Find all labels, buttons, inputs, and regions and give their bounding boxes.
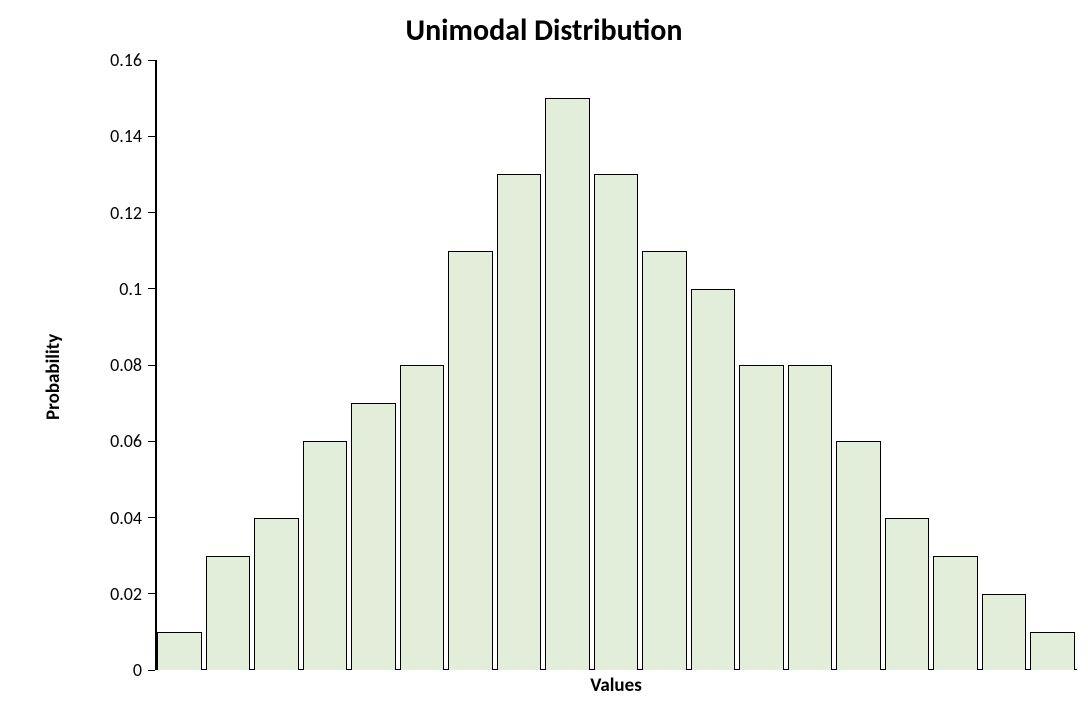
x-axis-label: Values — [155, 674, 1077, 697]
y-tick-label: 0.16 — [72, 49, 142, 71]
y-axis-line — [155, 60, 157, 670]
histogram-bar — [691, 289, 736, 670]
histogram-bar — [254, 518, 299, 671]
y-tick — [148, 670, 155, 671]
y-tick — [148, 288, 155, 289]
histogram-bar — [788, 365, 833, 670]
chart-title: Unimodal Distribution — [0, 12, 1088, 49]
y-tick — [148, 136, 155, 137]
chart-container: Unimodal Distribution Probability 00.020… — [0, 0, 1088, 728]
histogram-bar — [157, 632, 202, 670]
histogram-bar — [400, 365, 445, 670]
y-tick — [148, 517, 155, 518]
histogram-bar — [594, 174, 639, 670]
histogram-bar — [448, 251, 493, 670]
histogram-bar — [351, 403, 396, 670]
y-tick — [148, 212, 155, 213]
y-tick — [148, 593, 155, 594]
histogram-bar — [982, 594, 1027, 670]
histogram-bar — [739, 365, 784, 670]
y-tick-label: 0.04 — [72, 507, 142, 529]
y-tick-label: 0.14 — [72, 125, 142, 147]
y-tick — [148, 441, 155, 442]
histogram-bar — [1030, 632, 1075, 670]
y-tick-label: 0.06 — [72, 430, 142, 452]
histogram-bar — [545, 98, 590, 670]
y-tick — [148, 60, 155, 61]
plot-area: 00.020.040.060.080.10.120.140.16 — [155, 60, 1077, 670]
y-tick-label: 0.1 — [72, 278, 142, 300]
histogram-bar — [206, 556, 251, 670]
histogram-bar — [642, 251, 687, 670]
histogram-bar — [497, 174, 542, 670]
y-axis-label: Probability — [42, 334, 65, 420]
y-tick — [148, 365, 155, 366]
y-tick-label: 0.08 — [72, 354, 142, 376]
y-tick-label: 0 — [72, 659, 142, 681]
histogram-bar — [836, 441, 881, 670]
histogram-bar — [885, 518, 930, 671]
histogram-bar — [933, 556, 978, 670]
histogram-bar — [303, 441, 348, 670]
y-tick-label: 0.12 — [72, 202, 142, 224]
y-tick-label: 0.02 — [72, 583, 142, 605]
